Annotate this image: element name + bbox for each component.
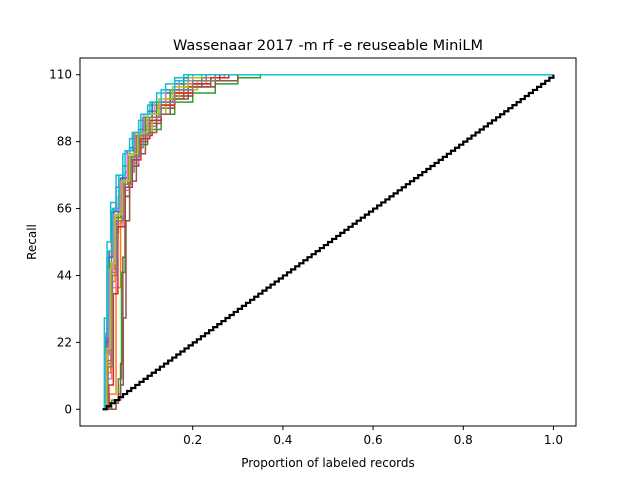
x-tick-label: 0.6 — [364, 433, 383, 447]
recall-curve-16 — [102, 73, 554, 411]
y-axis-label: Recall — [25, 224, 39, 260]
y-tick-label: 66 — [57, 202, 72, 216]
y-tick-label: 88 — [57, 135, 72, 149]
y-tick-label: 110 — [49, 68, 72, 82]
recall-curve-20 — [102, 73, 554, 411]
recall-curves — [102, 73, 554, 411]
recall-curve-17 — [102, 73, 554, 411]
axes: 0.2 0.4 0.6 0.8 1.0 0 22 44 66 88 110 — [49, 57, 577, 447]
y-tick-label: 0 — [64, 402, 72, 416]
chart-title: Wassenaar 2017 -m rf -e reuseable MiniLM — [173, 38, 483, 54]
x-tick-label: 0.8 — [454, 433, 473, 447]
recall-curve-18 — [102, 73, 554, 411]
recall-curve-19 — [102, 73, 554, 411]
y-tick-label: 44 — [57, 268, 72, 282]
plot-frame — [79, 57, 577, 427]
y-tick-label: 22 — [57, 335, 72, 349]
x-axis-label: Proportion of labeled records — [241, 456, 415, 470]
random-baseline — [102, 74, 555, 411]
x-tick-label: 0.4 — [273, 433, 292, 447]
x-tick-label: 1.0 — [544, 433, 563, 447]
random-baseline-line — [102, 74, 555, 411]
x-tick-label: 0.2 — [183, 433, 202, 447]
